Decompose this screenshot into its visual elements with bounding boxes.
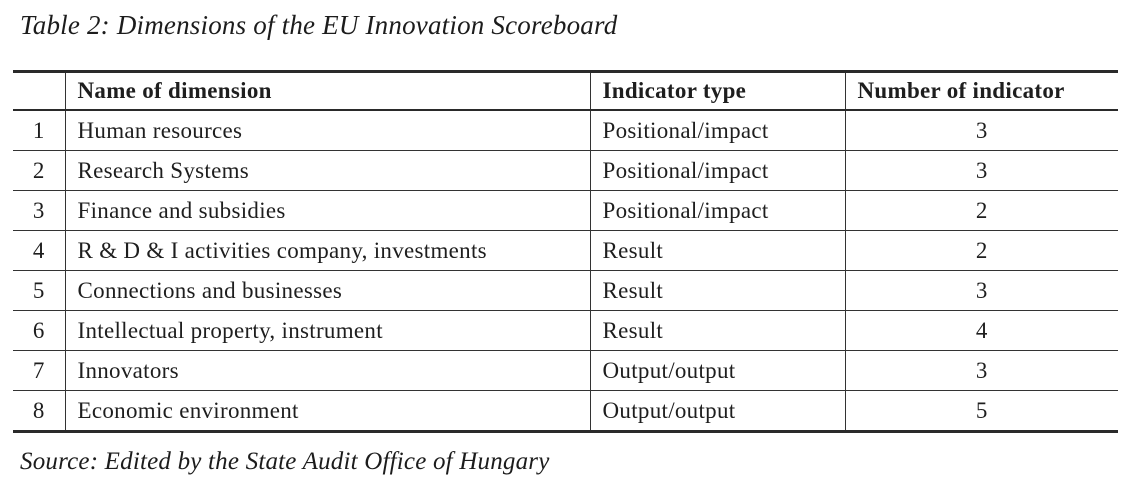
indicator-type-cell: Output/output [590, 350, 846, 391]
row-number-cell: 1 [13, 110, 66, 151]
indicator-count-cell: 3 [845, 350, 1118, 391]
indicator-type-cell: Positional/impact [590, 190, 846, 231]
table-row: 6 Intellectual property, instrument Resu… [13, 310, 1118, 351]
dimension-name-cell: Economic environment [65, 390, 591, 433]
header-row: Name of dimension Indicator type Number … [13, 70, 1118, 111]
header-cell-index [13, 70, 66, 111]
dimension-name-cell: Innovators [65, 350, 591, 391]
row-number-cell: 2 [13, 150, 66, 191]
indicator-type-cell: Result [590, 230, 846, 271]
indicator-count-cell: 2 [845, 230, 1118, 271]
dimension-name-cell: Connections and businesses [65, 270, 591, 311]
row-number-cell: 3 [13, 190, 66, 231]
table-caption: Table 2: Dimensions of the EU Innovation… [20, 10, 618, 40]
dimension-name-cell: Finance and subsidies [65, 190, 591, 231]
indicator-type-cell: Positional/impact [590, 110, 846, 151]
indicator-count-cell: 4 [845, 310, 1118, 351]
row-number-cell: 5 [13, 270, 66, 311]
dimension-name-cell: R & D & I activities company, investment… [65, 230, 591, 271]
header-cell-name: Name of dimension [65, 70, 591, 111]
indicator-count-cell: 3 [845, 150, 1118, 191]
dimension-name-cell: Human resources [65, 110, 591, 151]
table-row: 1 Human resources Positional/impact 3 [13, 110, 1118, 151]
header-cell-indicator-type: Indicator type [590, 70, 846, 111]
row-number-cell: 4 [13, 230, 66, 271]
scoreboard-table: Name of dimension Indicator type Number … [13, 70, 1118, 433]
dimension-name-cell: Research Systems [65, 150, 591, 191]
source-note: Source: Edited by the State Audit Office… [20, 448, 550, 475]
row-number-cell: 6 [13, 310, 66, 351]
indicator-type-cell: Result [590, 270, 846, 311]
header-cell-indicator-count: Number of indicator [845, 70, 1118, 111]
table-row: 7 Innovators Output/output 3 [13, 350, 1118, 391]
row-number-cell: 8 [13, 390, 66, 433]
table-row: 3 Finance and subsidies Positional/impac… [13, 190, 1118, 231]
indicator-type-cell: Result [590, 310, 846, 351]
indicator-count-cell: 3 [845, 270, 1118, 311]
row-number-cell: 7 [13, 350, 66, 391]
indicator-count-cell: 5 [845, 390, 1118, 433]
indicator-count-cell: 3 [845, 110, 1118, 151]
indicator-count-cell: 2 [845, 190, 1118, 231]
table-row: 5 Connections and businesses Result 3 [13, 270, 1118, 311]
dimension-name-cell: Intellectual property, instrument [65, 310, 591, 351]
table-row: 4 R & D & I activities company, investme… [13, 230, 1118, 271]
table-row: 8 Economic environment Output/output 5 [13, 390, 1118, 433]
indicator-type-cell: Positional/impact [590, 150, 846, 191]
indicator-type-cell: Output/output [590, 390, 846, 433]
table-row: 2 Research Systems Positional/impact 3 [13, 150, 1118, 191]
